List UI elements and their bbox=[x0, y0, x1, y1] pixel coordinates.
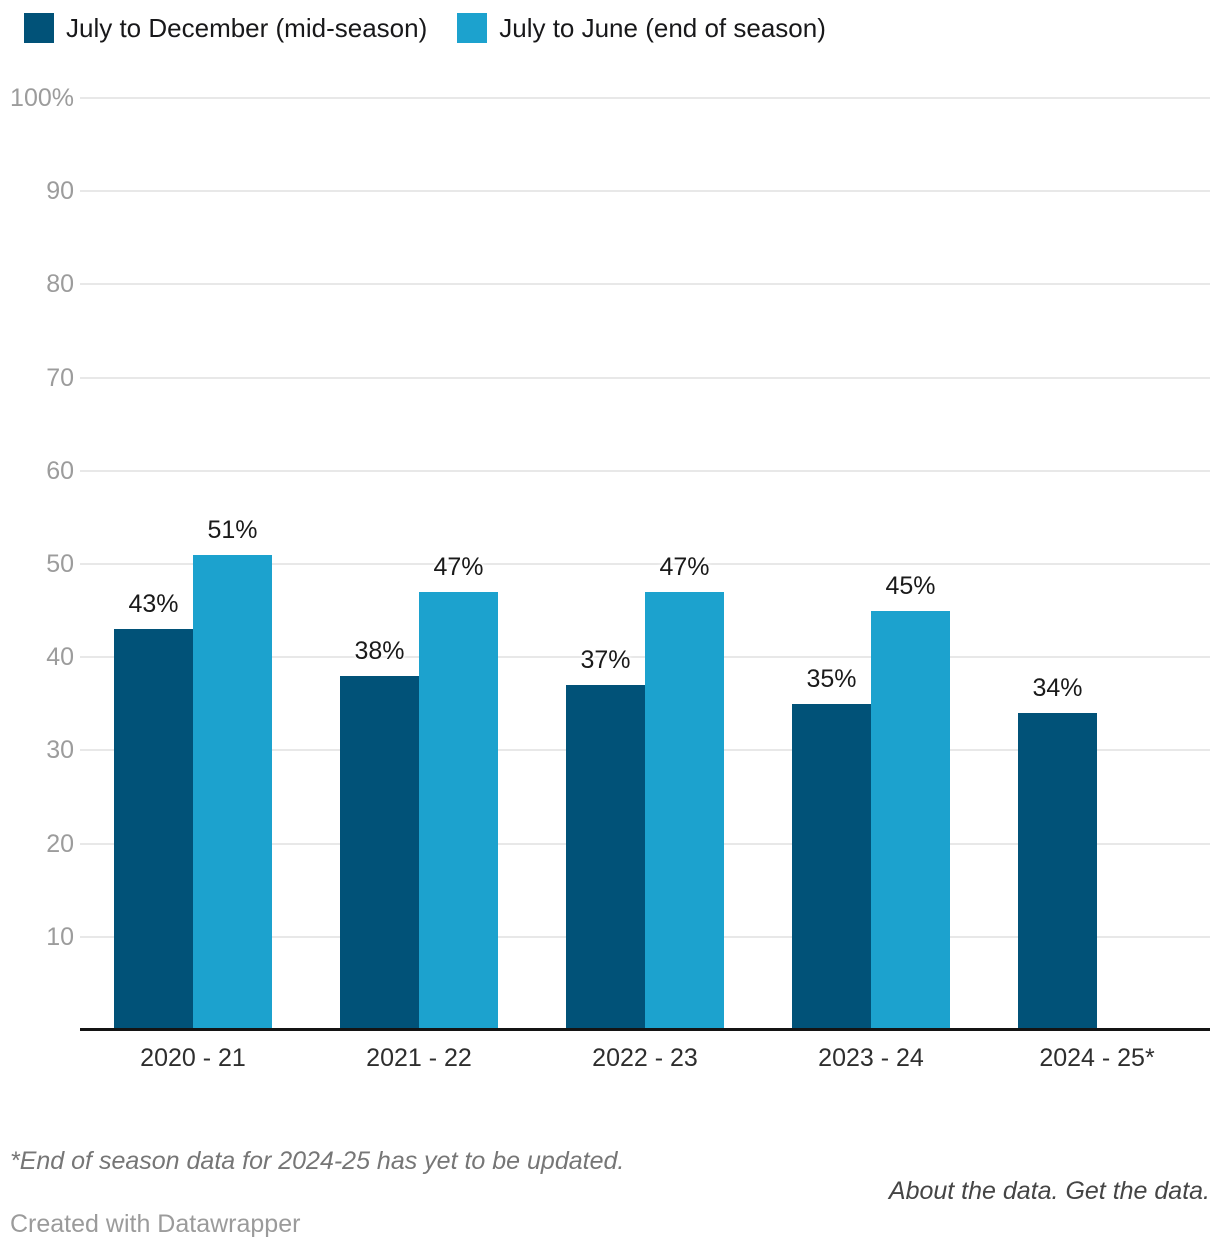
legend-item-end-of-season: July to June (end of season) bbox=[457, 13, 826, 43]
y-axis-tick-label: 60 bbox=[46, 456, 74, 485]
x-axis-category-label: 2024 - 25* bbox=[1039, 1044, 1155, 1072]
x-axis-line bbox=[80, 1028, 1210, 1031]
y-axis-tick-label: 50 bbox=[46, 550, 74, 578]
gridline-70 bbox=[80, 376, 1210, 379]
y-axis-tick-label: 20 bbox=[46, 829, 74, 858]
y-axis-tick-label: 10 bbox=[46, 922, 74, 951]
bar-end-of-season-2022-23[interactable] bbox=[645, 591, 724, 1030]
bar-end-of-season-2020-21[interactable] bbox=[193, 554, 272, 1030]
gridline-100 bbox=[80, 97, 1210, 99]
x-axis-category-label: 2020 - 21 bbox=[140, 1044, 246, 1072]
gridline-50 bbox=[80, 563, 1210, 565]
y-axis-tick-label: 100% bbox=[10, 84, 74, 112]
y-axis-tick-label: 70 bbox=[46, 363, 74, 392]
y-axis-tick-label: 90 bbox=[46, 177, 74, 206]
bar-value-label: 37% bbox=[580, 646, 631, 675]
legend-swatch-dark-blue bbox=[24, 13, 54, 43]
x-axis-category-label: 2021 - 22 bbox=[366, 1044, 472, 1072]
bar-value-label: 35% bbox=[806, 664, 857, 693]
legend-item-mid-season: July to December (mid-season) bbox=[24, 13, 427, 43]
bar-value-label: 51% bbox=[207, 515, 258, 544]
legend-swatch-light-blue bbox=[457, 13, 488, 43]
y-axis-tick-label: 80 bbox=[46, 270, 74, 299]
gridline-60 bbox=[80, 469, 1210, 472]
bar-value-label: 47% bbox=[659, 552, 710, 581]
legend-label: July to June (end of season) bbox=[499, 13, 826, 43]
about-the-data-link[interactable]: About the data. bbox=[888, 1177, 1059, 1205]
bar-mid-season-2020-21[interactable] bbox=[114, 629, 193, 1030]
legend-label: July to December (mid-season) bbox=[66, 13, 428, 43]
chart-links-row: About the data. Get the data. bbox=[889, 1176, 1210, 1206]
chart-footnote: *End of season data for 2024-25 has yet … bbox=[10, 1147, 625, 1175]
bar-value-label: 43% bbox=[128, 590, 179, 619]
bar-end-of-season-2021-22[interactable] bbox=[419, 591, 498, 1030]
x-axis-category-label: 2023 - 24 bbox=[818, 1044, 924, 1072]
bar-end-of-season-2023-24[interactable] bbox=[871, 610, 950, 1030]
y-axis-tick-label: 40 bbox=[46, 643, 74, 672]
bar-value-label: 34% bbox=[1032, 674, 1083, 703]
x-axis-category-label: 2022 - 23 bbox=[592, 1044, 698, 1072]
bar-mid-season-2021-22[interactable] bbox=[340, 675, 419, 1030]
bar-value-label: 45% bbox=[885, 571, 936, 600]
bar-mid-season-2023-24[interactable] bbox=[792, 703, 871, 1030]
bar-value-label: 47% bbox=[433, 552, 484, 581]
get-the-data-link[interactable]: Get the data. bbox=[1065, 1177, 1210, 1205]
bar-mid-season-2022-23[interactable] bbox=[566, 685, 645, 1030]
gridline-80 bbox=[80, 283, 1210, 286]
y-axis-tick-label: 30 bbox=[46, 736, 74, 765]
gridline-90 bbox=[80, 190, 1210, 193]
bar-mid-season-2024-25*[interactable] bbox=[1018, 713, 1097, 1030]
chart-legend: July to December (mid-season) July to Ju… bbox=[24, 13, 826, 43]
bar-value-label: 38% bbox=[354, 636, 405, 665]
datawrapper-credit: Created with Datawrapper bbox=[10, 1210, 301, 1238]
